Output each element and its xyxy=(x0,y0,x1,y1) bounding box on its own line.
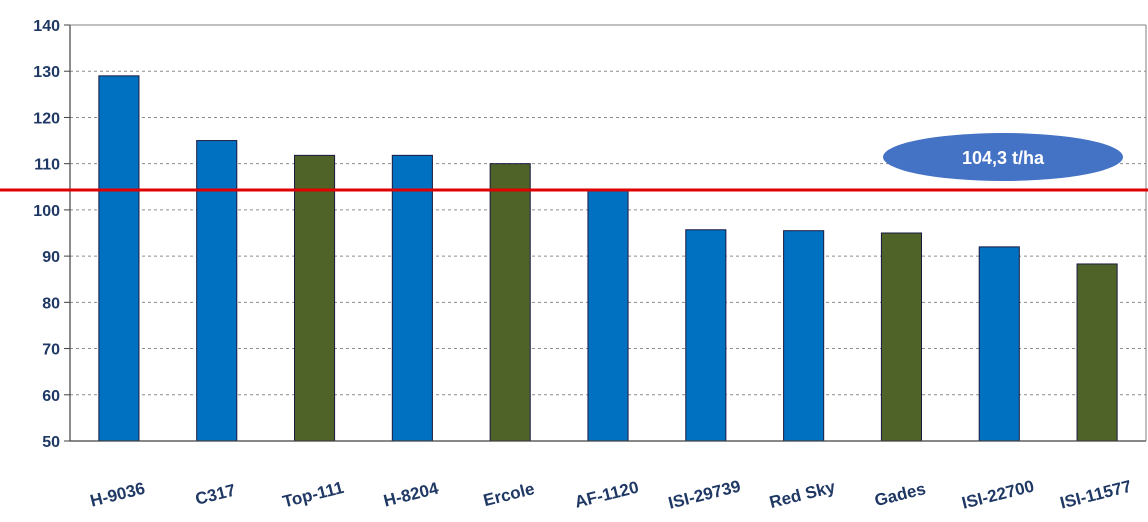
bar-ISI-29739 xyxy=(685,229,727,442)
x-tick-label: ISI-11577 xyxy=(1058,477,1133,513)
x-tick-label: Gades xyxy=(873,479,928,510)
y-tick-label: 120 xyxy=(33,110,60,127)
bar-ISI-22700 xyxy=(978,246,1020,442)
y-tick-labels: 50 60 70 80 90 100 110 120 130 140 xyxy=(33,18,60,451)
bar-Red Sky xyxy=(783,230,825,442)
y-tick-label: 140 xyxy=(33,18,60,35)
y-tick-label: 100 xyxy=(33,203,60,220)
bar-ISI-11577 xyxy=(1076,263,1118,442)
y-tick-label: 60 xyxy=(42,388,60,405)
x-tick-label: ISI-29739 xyxy=(666,477,742,513)
reference-line-group: 104,3 t/ha xyxy=(0,133,1148,192)
y-tick-label: 70 xyxy=(42,342,60,359)
x-tick-label: ISI-22700 xyxy=(960,477,1036,513)
bar-H-9036 xyxy=(98,75,140,442)
x-tick-label: Top-111 xyxy=(281,478,346,511)
x-tick-label: H-8204 xyxy=(382,479,441,511)
y-tick-label: 50 xyxy=(42,434,60,451)
y-tick-label: 90 xyxy=(42,249,60,266)
bar-Ercole xyxy=(489,163,531,442)
bar-C317 xyxy=(196,140,238,442)
axes xyxy=(69,24,1147,442)
y-tick-label: 110 xyxy=(34,157,60,174)
x-tick-labels: H-9036 C317 Top-111 H-8204 Ercole AF-1120 ISI-… xyxy=(88,477,1133,513)
reference-badge-label: 104,3 t/ha xyxy=(962,148,1045,168)
x-tick-label: H-9036 xyxy=(88,479,147,511)
x-tick-label: Red Sky xyxy=(767,477,837,512)
bars xyxy=(98,75,1118,442)
x-tick-label: Ercole xyxy=(481,479,536,510)
bar-H-8204 xyxy=(391,154,433,442)
y-tick-label: 80 xyxy=(42,295,60,312)
bar-AF-1120 xyxy=(587,189,629,442)
reference-badge xyxy=(883,133,1123,181)
bar-Top-111 xyxy=(293,154,336,442)
y-tick-label: 130 xyxy=(33,64,60,81)
x-tick-label: C317 xyxy=(193,481,237,509)
x-tick-label: AF-1120 xyxy=(573,478,641,512)
bar-Gades xyxy=(880,232,923,442)
